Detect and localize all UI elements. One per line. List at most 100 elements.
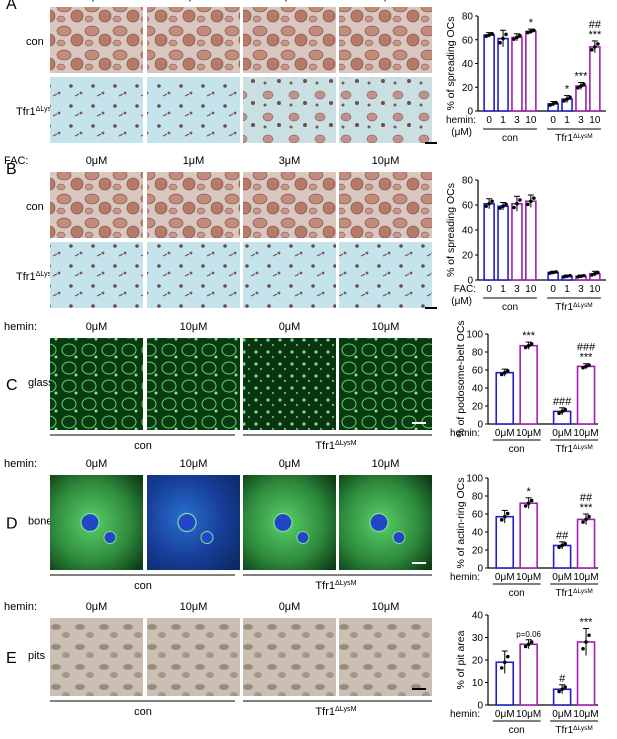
significance-label: ***: [522, 330, 536, 342]
y-tick-label: 20: [472, 656, 484, 667]
x-tick-label: 0: [550, 115, 556, 126]
data-point: [560, 409, 564, 414]
data-point: [596, 270, 600, 275]
nucleus-cell: [103, 531, 117, 544]
x-tick-label: 0μM: [552, 572, 572, 583]
data-point: [581, 365, 585, 370]
data-point: [548, 271, 552, 275]
data-point: [532, 28, 536, 33]
y-tick-label: 0: [477, 564, 483, 575]
data-point: [560, 687, 564, 692]
data-point: [584, 517, 588, 522]
group-label: Tfr1ΔLysM: [315, 579, 356, 592]
column-label: 1μM: [183, 0, 205, 2]
x-tick-label: 10μM: [573, 572, 598, 583]
micrograph: [50, 618, 143, 696]
condition-label: hemin:: [4, 0, 37, 2]
scale-bar: [412, 422, 426, 424]
data-point: [526, 501, 531, 506]
scale-bar: [412, 688, 426, 690]
x-tick-label: 1: [500, 115, 506, 126]
micrograph: [243, 338, 336, 430]
data-point: [501, 36, 505, 41]
micrograph: [50, 172, 143, 238]
data-point: [515, 201, 519, 206]
bar: [575, 85, 587, 112]
data-point: [587, 363, 591, 367]
y-tick-label: 40: [462, 59, 474, 70]
data-point: [505, 654, 510, 659]
y-tick-label: 0: [467, 107, 473, 118]
micrograph: [243, 242, 336, 308]
group-label: con: [502, 302, 518, 313]
nucleus-cell: [369, 512, 389, 533]
x-tick-label: 10μM: [573, 428, 598, 439]
x-tick-label: 10μM: [516, 572, 541, 583]
panel-letter-A: A: [6, 0, 17, 13]
scale-bar: [412, 562, 426, 564]
data-point: [504, 202, 508, 207]
y-tick-label: 40: [472, 384, 484, 395]
data-point: [529, 342, 534, 346]
group-label: con: [134, 706, 152, 718]
x-tick-label: 10: [589, 284, 601, 295]
y-axis-label: % of pit area: [455, 630, 467, 689]
micrograph: [50, 7, 143, 73]
data-point: [590, 48, 594, 52]
data-point: [487, 201, 491, 206]
column-label: 10μM: [372, 601, 400, 613]
data-point: [590, 273, 594, 277]
x-prefix-label: hemin:: [446, 115, 476, 126]
column-label: 0μM: [279, 321, 301, 333]
data-point: [498, 40, 502, 45]
y-tick-label: 40: [472, 611, 484, 622]
data-point: [515, 35, 519, 40]
data-point: [579, 84, 583, 88]
row-label: Tfr1ΔLysM: [16, 105, 57, 118]
group-label: Tfr1ΔLysM: [315, 439, 356, 452]
x-tick-label: 10: [525, 115, 537, 126]
y-tick-label: 40: [462, 226, 474, 237]
row-label: con: [26, 36, 44, 48]
y-tick-label: 60: [472, 366, 484, 377]
y-tick-label: 60: [472, 510, 484, 521]
group-label: Tfr1ΔLysM: [555, 133, 592, 145]
x-tick-label: 3: [578, 284, 584, 295]
scale-bar: [425, 142, 437, 144]
data-point: [568, 273, 572, 278]
x-tick-label: 0: [486, 284, 492, 295]
data-point: [551, 102, 555, 106]
data-point: [529, 29, 533, 34]
data-point: [512, 37, 516, 41]
data-point: [562, 275, 566, 279]
x-tick-label: 1: [500, 284, 506, 295]
panel-letter-E: E: [6, 650, 17, 667]
y-axis-label: % of spreading OCs: [445, 17, 457, 111]
x-unit-label: (μM): [451, 296, 472, 307]
group-label: con: [134, 580, 152, 592]
bar: [483, 34, 495, 112]
column-label: 10μM: [372, 321, 400, 333]
group-label: con: [509, 588, 525, 599]
row-label: Tfr1ΔLysM: [16, 270, 57, 283]
significance-label: ***: [580, 352, 594, 364]
bar: [576, 518, 596, 569]
data-point: [582, 273, 586, 278]
y-tick-label: 100: [466, 330, 483, 341]
data-point: [551, 270, 555, 275]
y-axis-label: % of podosome-belt OCs: [455, 320, 467, 437]
y-tick-label: 10: [472, 678, 484, 689]
data-point: [565, 97, 569, 101]
significance-label: ***: [588, 29, 602, 41]
data-point: [576, 275, 580, 279]
x-tick-label: 10μM: [516, 709, 541, 720]
data-point: [501, 204, 505, 209]
data-point: [502, 514, 507, 519]
x-tick-label: 0μM: [495, 428, 515, 439]
data-point: [518, 33, 522, 38]
chart-E: 0 10 20 30 40 % of pit area p=0.06 # *** hemin: 0μ…: [450, 611, 599, 737]
